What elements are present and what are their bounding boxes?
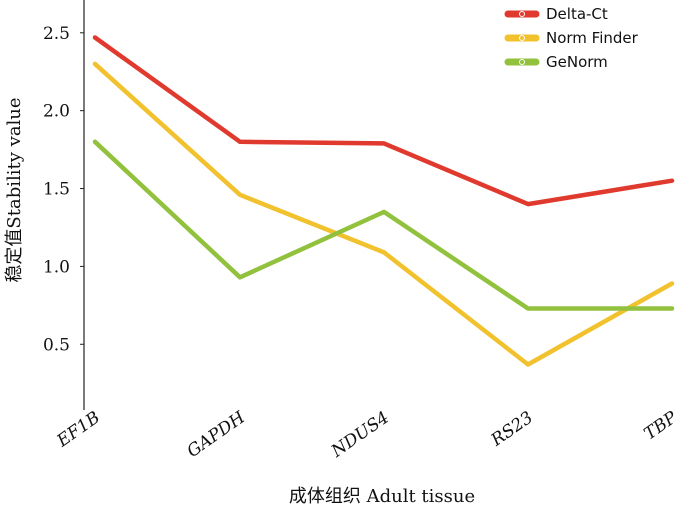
y-tick-label: 1.0 <box>43 257 70 277</box>
series-line-genorm <box>92 139 675 311</box>
y-tick-label: 2.5 <box>43 24 70 44</box>
x-tick-label: GAPDH <box>184 407 250 462</box>
x-tick-label: EF1B <box>53 408 104 452</box>
x-tick-label: NDUS4 <box>327 408 393 462</box>
legend-label: Norm Finder <box>546 29 639 47</box>
legend-label: GeNorm <box>546 53 608 71</box>
series-line-delta-ct <box>92 35 675 207</box>
y-tick-label: 2.0 <box>43 102 70 122</box>
series-lines <box>92 35 675 367</box>
series-line-norm-finder <box>92 61 675 367</box>
y-ticks: 0.5 1.0 1.5 2.0 2.5 <box>43 24 84 355</box>
x-ticks: EF1B GAPDH NDUS4 RS23 TBP <box>53 407 682 462</box>
y-tick-label: 1.5 <box>43 180 70 200</box>
legend-marker <box>519 11 525 17</box>
y-tick-label: 0.5 <box>43 335 70 355</box>
legend-label: Delta-Ct <box>546 5 608 23</box>
y-axis-label: 稳定值Stability value <box>4 97 25 282</box>
x-tick-label: RS23 <box>487 408 537 451</box>
x-tick-label: TBP <box>640 407 681 444</box>
x-axis-label: 成体组织 Adult tissue <box>289 486 475 507</box>
legend-marker <box>519 35 525 41</box>
legend-marker <box>519 59 525 65</box>
legend: Delta-Ct Norm Finder GeNorm <box>504 5 639 71</box>
